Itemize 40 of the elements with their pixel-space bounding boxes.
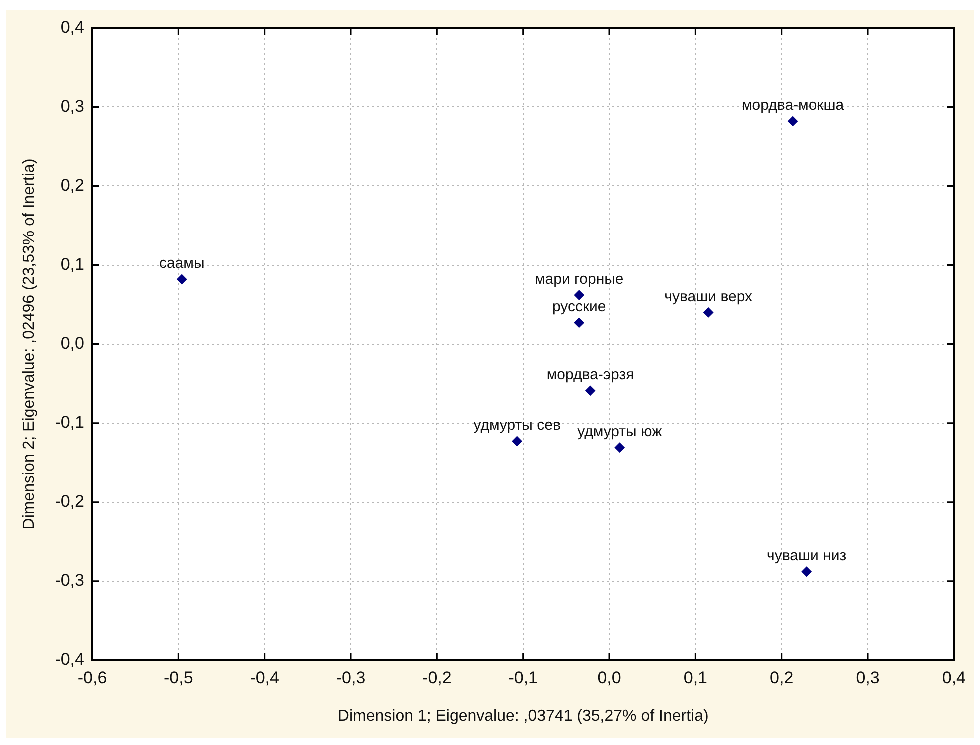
y-tick-label: 0,3 [60, 96, 84, 116]
x-tick-label: 0,0 [598, 668, 622, 688]
point [574, 290, 584, 300]
x-tick-label: -0,6 [78, 668, 108, 688]
point [574, 318, 584, 328]
data-label: чуваши верх [664, 288, 754, 306]
y-tick-label: 0,2 [60, 176, 84, 195]
data-label: мордва-эрзя [546, 366, 634, 384]
y-tick-label: 0,1 [60, 254, 84, 274]
data-label: мари горные [534, 270, 624, 288]
point [177, 274, 188, 284]
data-label: русские [552, 298, 606, 316]
x-tick-label: 0,2 [770, 668, 794, 688]
point [788, 116, 798, 126]
x-tick-label: -0,2 [422, 668, 452, 688]
point [614, 442, 625, 453]
y-axis-title: Dimension 2; Eigenvalue: ,02496 (23,53% of Inertia) [21, 158, 38, 530]
y-tick-label: -0,4 [55, 650, 84, 670]
y-tick-label: -0,2 [55, 492, 84, 512]
x-tick-label: -0,4 [250, 668, 280, 688]
x-tick-label: -0,5 [164, 668, 194, 688]
y-tick-label: 0,0 [60, 334, 84, 353]
data-label: мордва-мокша [742, 97, 845, 114]
y-tick-label: 0,4 [60, 18, 84, 37]
point [704, 308, 714, 318]
x-tick-label: -0,3 [336, 668, 366, 688]
data-label: саамы [159, 255, 205, 272]
data-label: удмурты сев [474, 417, 561, 434]
point [586, 386, 596, 396]
x-tick-label: -0,1 [508, 668, 538, 688]
x-tick-label: 0,3 [856, 668, 880, 688]
point [802, 566, 812, 577]
y-tick-label: -0,1 [55, 413, 84, 432]
point [512, 436, 522, 446]
y-tick-label: -0,3 [55, 571, 84, 590]
data-label: чуваши низ [767, 548, 847, 565]
x-axis-title: Dimension 1; Eigenvalue: ,03741 (35,27% of Inertia) [338, 708, 709, 725]
data-label: удмурты юж [578, 423, 662, 440]
x-tick-label: 0,1 [684, 668, 708, 688]
x-tick-label: 0,4 [942, 668, 966, 688]
